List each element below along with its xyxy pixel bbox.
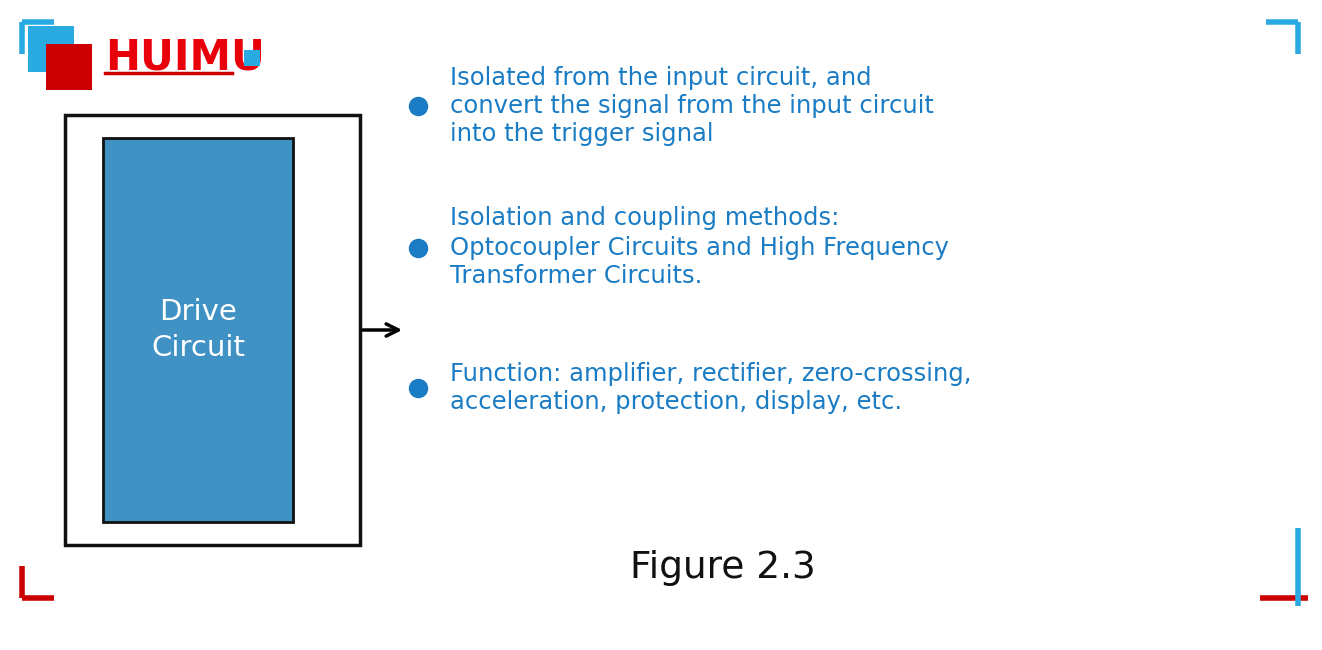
Text: convert the signal from the input circuit: convert the signal from the input circui… [449,94,933,118]
Text: Drive: Drive [159,298,237,326]
Bar [28,26,74,72]
Bar [46,44,93,90]
Text: Circuit: Circuit [151,334,245,362]
Bar [245,50,260,66]
Text: Optocoupler Circuits and High Frequency: Optocoupler Circuits and High Frequency [449,236,949,260]
Text: Transformer Circuits.: Transformer Circuits. [449,264,702,288]
Bar [65,115,360,545]
Text: Figure 2.3: Figure 2.3 [631,550,816,586]
Bar [103,138,293,522]
Text: Function: amplifier, rectifier, zero-crossing,: Function: amplifier, rectifier, zero-cro… [449,362,972,386]
Text: HUIMU: HUIMU [104,37,264,79]
Text: Isolation and coupling methods:: Isolation and coupling methods: [449,206,839,230]
Text: acceleration, protection, display, etc.: acceleration, protection, display, etc. [449,390,902,414]
Text: into the trigger signal: into the trigger signal [449,122,714,146]
Text: Isolated from the input circuit, and: Isolated from the input circuit, and [449,66,871,90]
